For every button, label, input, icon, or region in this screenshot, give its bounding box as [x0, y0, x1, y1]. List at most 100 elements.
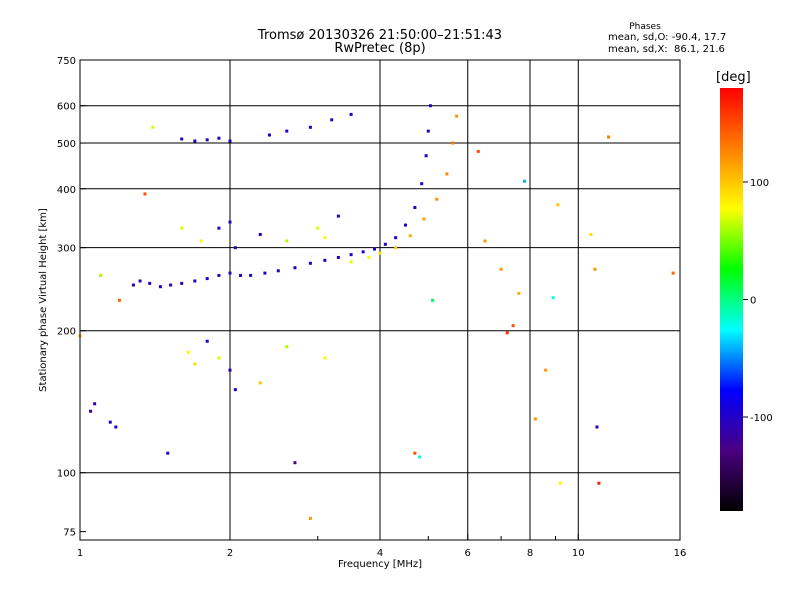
data-point: [205, 339, 209, 343]
data-point: [413, 206, 417, 210]
y-tick-label: 500: [57, 139, 76, 150]
data-point: [378, 251, 382, 255]
data-point: [308, 261, 312, 265]
data-point: [558, 481, 562, 485]
data-point: [408, 234, 412, 238]
data-point: [428, 104, 432, 108]
data-point: [422, 217, 426, 221]
y-tick-label: 200: [57, 327, 76, 338]
colorbar-ticks: -100 0 100: [743, 178, 773, 424]
data-point: [285, 129, 289, 133]
stats-heading: Phases: [629, 22, 661, 32]
y-tick-label: 300: [57, 244, 76, 255]
data-point: [258, 232, 262, 236]
data-point: [186, 350, 190, 354]
data-point: [205, 138, 209, 142]
data-point: [228, 271, 232, 275]
data-point: [607, 135, 611, 139]
data-point: [413, 451, 417, 455]
data-point: [263, 271, 267, 275]
data-point: [336, 214, 340, 218]
data-point: [233, 246, 237, 250]
data-point: [671, 271, 675, 275]
data-point: [180, 281, 184, 285]
data-point: [323, 236, 327, 240]
x-tick-label: 4: [377, 548, 383, 559]
data-point: [445, 172, 449, 176]
stats-o-mode: mean, sd,O: -90.4, 17.7: [608, 32, 727, 43]
data-point: [180, 137, 184, 141]
data-point: [361, 250, 365, 254]
grid: [80, 60, 680, 540]
y-tick-label: 750: [57, 56, 76, 67]
data-point: [108, 420, 112, 424]
data-point: [323, 258, 327, 262]
data-point: [228, 139, 232, 143]
data-point: [117, 298, 121, 302]
data-point: [435, 197, 439, 201]
data-point: [349, 112, 353, 116]
data-point: [151, 125, 155, 129]
data-point: [589, 232, 593, 236]
colorbar: [720, 88, 743, 511]
data-point: [180, 226, 184, 230]
data-point: [476, 149, 480, 153]
x-tick-label: 16: [674, 548, 687, 559]
y-axis-label: Stationary phase Virtual Height [km]: [38, 208, 49, 392]
data-point: [89, 409, 93, 413]
data-point: [336, 255, 340, 259]
data-point: [276, 269, 280, 273]
data-point: [426, 129, 430, 133]
data-point: [193, 139, 197, 143]
x-tick-label: 6: [465, 548, 471, 559]
y-tick-label: 100: [57, 469, 76, 480]
data-point: [131, 283, 135, 287]
x-axis-label: Frequency [MHz]: [338, 559, 422, 570]
data-point: [593, 267, 597, 271]
y-tick-label: 600: [57, 102, 76, 113]
data-point: [249, 273, 253, 277]
data-point: [394, 236, 398, 240]
data-point: [267, 133, 271, 137]
data-point: [217, 356, 221, 360]
data-point: [505, 331, 509, 335]
data-point: [193, 279, 197, 283]
data-point: [595, 425, 599, 429]
data-point: [199, 239, 203, 243]
data-point: [394, 246, 398, 250]
data-point: [99, 273, 103, 277]
data-point: [316, 226, 320, 230]
data-point: [233, 388, 237, 392]
data-point: [420, 182, 424, 186]
data-point: [451, 141, 455, 145]
data-point: [217, 136, 221, 140]
chart-title: Tromsø 20130326 21:50:00–21:51:43: [257, 28, 503, 43]
data-point: [533, 417, 537, 421]
data-point: [556, 203, 560, 207]
stats-x-mode: mean, sd,X: 86.1, 21.6: [608, 44, 725, 55]
data-point: [597, 481, 601, 485]
data-point: [349, 253, 353, 257]
data-point: [511, 324, 515, 328]
data-point: [544, 368, 548, 372]
data-point: [523, 179, 527, 183]
data-point: [228, 220, 232, 224]
x-tick-label: 1: [77, 548, 83, 559]
x-tick-label: 10: [572, 548, 585, 559]
colorbar-tick-label: 0: [750, 296, 756, 307]
x-tick-label: 8: [527, 548, 533, 559]
data-point: [138, 279, 142, 283]
data-point: [308, 125, 312, 129]
y-tick-label: 75: [63, 528, 76, 539]
plot-frame: [79, 59, 681, 541]
data-point: [93, 402, 97, 406]
data-point: [367, 255, 371, 259]
data-point: [158, 285, 162, 289]
data-point: [417, 455, 421, 459]
data-points: [78, 104, 675, 520]
data-point: [323, 356, 327, 360]
chart-subtitle: RwPretec (8p): [334, 41, 426, 56]
data-point: [258, 381, 262, 385]
data-point: [293, 461, 297, 465]
data-point: [228, 368, 232, 372]
